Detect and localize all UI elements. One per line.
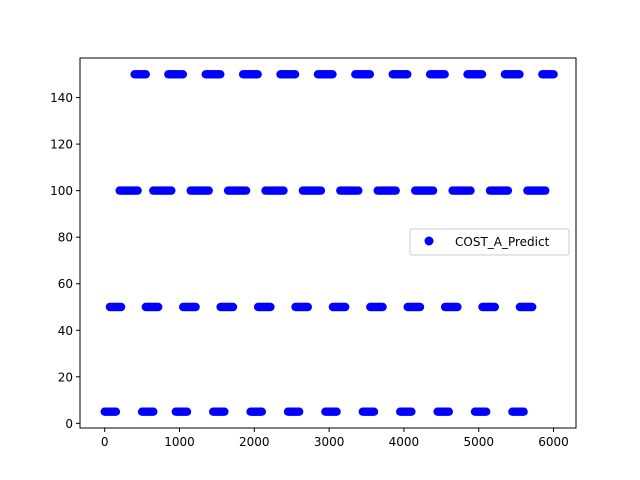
y-tick-label: 140 bbox=[50, 91, 73, 105]
series-level bbox=[130, 70, 558, 79]
x-tick-label: 6000 bbox=[538, 435, 569, 449]
x-tick-label: 1000 bbox=[164, 435, 195, 449]
data-point bbox=[178, 70, 188, 79]
data-point bbox=[466, 186, 475, 195]
data-point bbox=[365, 70, 375, 79]
series-level bbox=[100, 407, 528, 416]
data-point bbox=[541, 186, 550, 195]
data-point bbox=[220, 407, 229, 416]
data-point bbox=[482, 407, 491, 416]
x-tick-label: 2000 bbox=[239, 435, 270, 449]
data-point bbox=[549, 70, 558, 79]
data-point bbox=[354, 186, 363, 195]
data-point bbox=[228, 302, 238, 312]
data-point bbox=[266, 302, 275, 312]
y-tick-label: 80 bbox=[58, 231, 73, 245]
data-point bbox=[154, 302, 163, 312]
data-point bbox=[216, 70, 225, 79]
data-point bbox=[391, 186, 400, 195]
data-point bbox=[444, 407, 453, 416]
legend: COST_A_Predict bbox=[409, 228, 570, 256]
x-axis: 0 1000 2000 3000 4000 5000 6000 bbox=[101, 428, 569, 449]
data-point bbox=[303, 302, 312, 312]
data-point bbox=[341, 302, 350, 312]
x-tick-label: 3000 bbox=[314, 435, 345, 449]
series-level bbox=[115, 186, 550, 195]
data-point bbox=[253, 70, 262, 79]
legend-label: COST_A_Predict bbox=[455, 235, 550, 249]
plot-frame bbox=[79, 57, 577, 429]
data-point bbox=[369, 407, 379, 416]
data-point bbox=[328, 70, 337, 79]
data-point bbox=[133, 186, 142, 195]
x-tick-label: 4000 bbox=[389, 435, 420, 449]
data-point bbox=[167, 186, 176, 195]
data-point bbox=[378, 302, 387, 312]
data-point bbox=[477, 70, 487, 79]
data-point bbox=[407, 407, 416, 416]
data-point bbox=[440, 70, 449, 79]
data-point bbox=[191, 302, 200, 312]
data-point bbox=[290, 70, 300, 79]
data-point bbox=[182, 407, 192, 416]
y-tick-label: 100 bbox=[50, 184, 73, 198]
x-tick-label: 0 bbox=[101, 435, 109, 449]
y-tick-label: 20 bbox=[58, 370, 73, 384]
y-tick-label: 0 bbox=[65, 417, 73, 431]
data-point bbox=[149, 407, 158, 416]
data-point bbox=[111, 407, 121, 416]
x-tick-label: 5000 bbox=[463, 435, 494, 449]
data-point bbox=[316, 186, 326, 195]
data-point bbox=[428, 186, 438, 195]
legend-marker bbox=[424, 236, 434, 246]
data-point bbox=[332, 407, 341, 416]
data-point bbox=[515, 70, 524, 79]
data-point bbox=[453, 302, 462, 312]
data-point bbox=[141, 70, 150, 79]
data-point bbox=[490, 302, 499, 312]
y-tick-label: 40 bbox=[58, 324, 73, 338]
y-tick-label: 120 bbox=[50, 138, 73, 152]
data-point bbox=[241, 186, 251, 195]
data-point bbox=[415, 302, 425, 312]
data-point bbox=[116, 302, 126, 312]
y-tick-label: 60 bbox=[58, 277, 73, 291]
legend-box bbox=[409, 228, 570, 256]
data-point bbox=[257, 407, 266, 416]
series-level bbox=[105, 302, 537, 312]
plot-area bbox=[100, 70, 558, 416]
y-axis: 0 20 40 60 80 100 120 140 bbox=[50, 91, 80, 431]
data-point bbox=[403, 70, 412, 79]
data-point bbox=[528, 302, 537, 312]
data-point bbox=[295, 407, 304, 416]
data-point bbox=[503, 186, 513, 195]
data-point bbox=[519, 407, 528, 416]
data-point bbox=[204, 186, 213, 195]
data-point bbox=[279, 186, 288, 195]
